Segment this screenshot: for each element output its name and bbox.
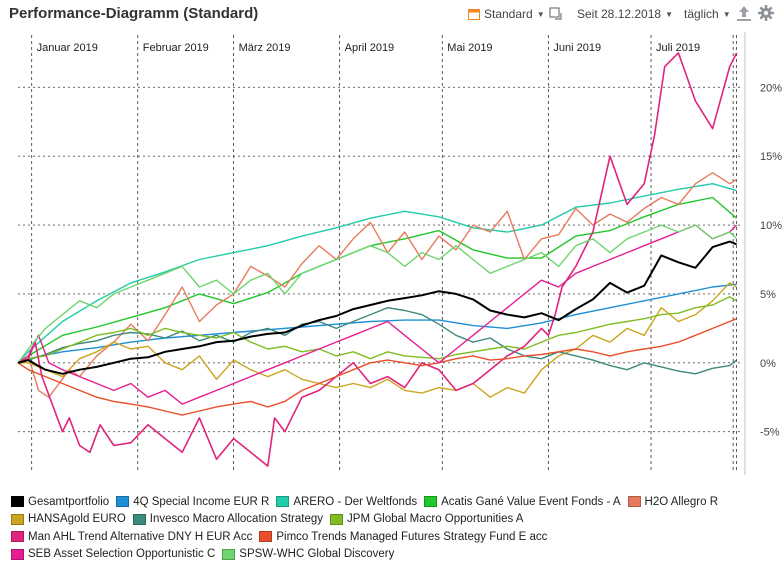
legend-swatch (11, 531, 24, 543)
y-tick-label: 0% (760, 358, 776, 370)
resize-icon[interactable] (549, 7, 562, 20)
performance-chart: Januar 2019 Februar 2019 März 2019 April 20… (17, 32, 782, 475)
interval-label: täglich (684, 7, 719, 21)
legend-swatch (627, 496, 641, 508)
view-label: Standard (484, 7, 533, 21)
month-label: März 2019 (239, 42, 291, 54)
legend-label: SEB Asset Selection Opportunistic C (28, 548, 216, 561)
series-line[interactable] (17, 296, 737, 364)
legend-item[interactable]: Pimco Trends Managed Futures Strategy Fu… (259, 531, 547, 543)
legend-label: Pimco Trends Managed Futures Strategy Fu… (276, 530, 548, 543)
series-line[interactable] (17, 318, 737, 416)
legend-item[interactable]: Acatis Gané Value Event Fonds - A (424, 495, 621, 508)
legend-item[interactable]: SEB Asset Selection Opportunistic C (11, 548, 215, 560)
month-label: Februar 2019 (143, 42, 209, 54)
legend-item[interactable]: JPM Global Macro Opportunities A (330, 513, 523, 525)
month-label: Juli 2019 (656, 42, 700, 54)
legend-item[interactable]: Man AHL Trend Alternative DNY H EUR Acc (11, 531, 252, 543)
y-tick-label: 15% (760, 151, 782, 163)
legend-label: SPSW-WHC Global Discovery (239, 548, 395, 561)
chart-legend: Gesamtportfolio 4Q Special Income EUR R AR… (11, 493, 781, 563)
chevron-down-icon: ▼ (665, 9, 673, 19)
y-tick-label: 10% (760, 220, 782, 232)
legend-item[interactable]: H2O Allegro R (627, 495, 719, 508)
legend-item[interactable]: 4Q Special Income EUR R (116, 496, 269, 508)
legend-row: SEB Asset Selection Opportunistic C SPSW-… (11, 546, 781, 564)
legend-label: H2O Allegro R (644, 495, 719, 508)
legend-label: Gesamtportfolio (28, 495, 110, 508)
period-label: Seit 28.12.2018 (577, 7, 662, 21)
series-line[interactable] (17, 307, 738, 375)
interval-selector[interactable]: täglich ▼ (684, 7, 731, 21)
legend-item[interactable]: ARERO - Der Weltfonds (276, 496, 417, 508)
y-tick-label: -5% (760, 427, 780, 439)
series-line[interactable] (17, 171, 737, 398)
month-label: Januar 2019 (37, 42, 98, 54)
chevron-down-icon: ▼ (536, 9, 545, 19)
legend-swatch (424, 496, 438, 508)
legend-swatch (132, 513, 146, 525)
legend-swatch (222, 548, 236, 560)
series-line[interactable] (18, 282, 737, 398)
gear-icon[interactable] (758, 5, 774, 21)
month-label: Juni 2019 (553, 42, 601, 54)
legend-row: Gesamtportfolio 4Q Special Income EUR R AR… (11, 493, 781, 511)
y-tick-label: 20% (760, 82, 782, 94)
legend-swatch (259, 531, 273, 543)
legend-item[interactable]: HANSAgold EURO (11, 513, 126, 525)
legend-item[interactable]: SPSW-WHC Global Discovery (222, 548, 394, 560)
legend-label: HANSAgold EURO (28, 513, 126, 526)
month-label: Mai 2019 (447, 42, 492, 54)
series-line[interactable] (17, 182, 737, 364)
series-line[interactable] (17, 224, 738, 405)
page-title: Performance-Diagramm (Standard) (9, 5, 259, 22)
legend-label: Man AHL Trend Alternative DNY H EUR Acc (28, 530, 253, 543)
legend-label: ARERO - Der Weltfonds (293, 495, 418, 508)
legend-label: 4Q Special Income EUR R (133, 495, 270, 508)
legend-swatch (330, 513, 344, 525)
view-selector[interactable]: Standard ▼ (468, 7, 545, 21)
calendar-icon (468, 9, 480, 20)
legend-label: Invesco Macro Allocation Strategy (149, 513, 324, 526)
period-selector[interactable]: Seit 28.12.2018 ▼ (577, 7, 673, 21)
legend-label: JPM Global Macro Opportunities A (347, 513, 524, 526)
export-icon[interactable] (736, 5, 752, 22)
series-line[interactable] (17, 240, 737, 375)
legend-swatch (276, 496, 290, 508)
legend-row: Man AHL Trend Alternative DNY H EUR Acc P… (11, 528, 781, 546)
legend-swatch (116, 496, 130, 508)
legend-row: HANSAgold EURO Invesco Macro Allocation S… (11, 511, 781, 529)
series-line[interactable] (17, 52, 738, 467)
month-label: April 2019 (345, 42, 395, 54)
series-line[interactable] (17, 224, 738, 364)
legend-label: Acatis Gané Value Event Fonds - A (441, 495, 621, 508)
chevron-down-icon: ▼ (722, 9, 731, 19)
legend-item[interactable]: Invesco Macro Allocation Strategy (132, 513, 324, 526)
legend-item[interactable]: Gesamtportfolio (11, 496, 109, 508)
legend-swatch (11, 548, 24, 560)
y-tick-label: 5% (760, 289, 776, 301)
legend-swatch (11, 513, 24, 525)
legend-swatch (11, 496, 24, 508)
series-line[interactable] (17, 196, 738, 364)
